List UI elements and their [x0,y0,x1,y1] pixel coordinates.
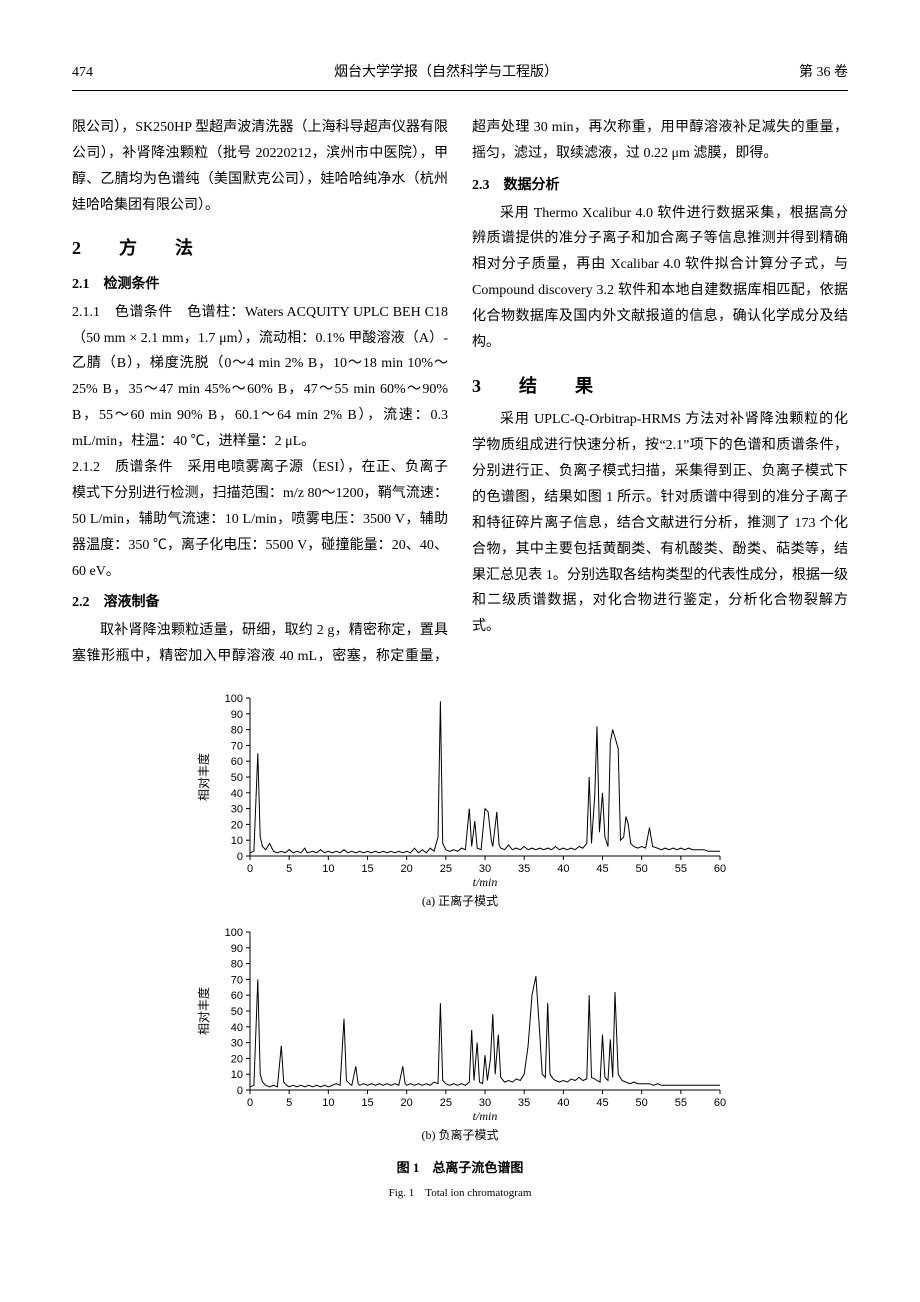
volume: 第 36 卷 [799,60,848,86]
svg-text:0: 0 [247,863,253,875]
svg-text:t/min: t/min [473,1109,498,1122]
svg-text:40: 40 [557,863,569,875]
svg-text:70: 70 [231,975,243,987]
svg-text:5: 5 [286,1097,292,1109]
svg-text:t/min: t/min [473,875,498,888]
figure-1-caption-en: Fig. 1 Total ion chromatogram [72,1183,848,1203]
chart-a: 0 10 20 30 40 50 60 70 80 90 100 0 5 10 15 20 25 30 35 40 45… [180,688,740,888]
svg-text:60: 60 [714,1097,726,1109]
chart-b-wrap: 0 10 20 30 40 50 60 70 80 90 100 0 5 10 15 20 25 30 35 40 45… [72,922,848,1146]
section-2-1-heading: 2.1 检测条件 [72,272,448,298]
section-2-heading: 2 方 法 [72,232,448,265]
svg-text:50: 50 [636,1097,648,1109]
svg-text:0: 0 [247,1097,253,1109]
para-2-3: 采用 Thermo Xcalibur 4.0 软件进行数据采集，根据高分辨质谱提… [472,201,848,356]
section-3-heading: 3 结 果 [472,370,848,403]
chart-a-subtitle: (a) 正离子模式 [422,890,498,912]
svg-text:90: 90 [231,943,243,955]
svg-text:100: 100 [225,927,243,939]
svg-text:50: 50 [231,772,243,784]
svg-text:45: 45 [596,863,608,875]
svg-text:60: 60 [714,863,726,875]
body-columns: 限公司），SK250HP 型超声波清洗器（上海科导超声仪器有限公司），补肾降浊颗… [72,115,848,670]
svg-text:100: 100 [225,693,243,705]
svg-text:80: 80 [231,725,243,737]
svg-text:0: 0 [237,851,243,863]
svg-text:35: 35 [518,1097,530,1109]
svg-text:20: 20 [231,1054,243,1066]
svg-text:60: 60 [231,756,243,768]
section-2-3-heading: 2.3 数据分析 [472,173,848,199]
svg-text:80: 80 [231,959,243,971]
label-2-1-2: 2.1.2 质谱条件 [72,460,173,475]
page-number: 474 [72,60,93,86]
svg-text:25: 25 [440,1097,452,1109]
svg-text:10: 10 [231,835,243,847]
svg-text:0: 0 [237,1085,243,1097]
svg-text:50: 50 [231,1006,243,1018]
svg-text:15: 15 [361,863,373,875]
svg-text:90: 90 [231,709,243,721]
page-header: 474 烟台大学学报（自然科学与工程版） 第 36 卷 [72,60,848,91]
svg-text:30: 30 [479,863,491,875]
svg-text:30: 30 [231,804,243,816]
svg-text:50: 50 [636,863,648,875]
chart-b: 0 10 20 30 40 50 60 70 80 90 100 0 5 10 15 20 25 30 35 40 45… [180,922,740,1122]
journal-title: 烟台大学学报（自然科学与工程版） [93,60,799,86]
text-2-1-2: 采用电喷雾离子源（ESI），在正、负离子模式下分别进行检测，扫描范围：m/z 8… [72,460,448,579]
svg-text:30: 30 [479,1097,491,1109]
section-2-2-heading: 2.2 溶液制备 [72,590,448,616]
para-3: 采用 UPLC-Q-Orbitrap-HRMS 方法对补肾降浊颗粒的化学物质组成… [472,407,848,640]
figure-1: 0102030405060708090100051015202530354045… [72,688,848,1203]
svg-text:60: 60 [231,990,243,1002]
svg-text:20: 20 [401,863,413,875]
svg-text:30: 30 [231,1038,243,1050]
svg-text:40: 40 [231,1022,243,1034]
figure-1-caption-cn: 图 1 总离子流色谱图 [72,1156,848,1180]
svg-text:15: 15 [361,1097,373,1109]
chart-b-subtitle: (b) 负离子模式 [422,1124,499,1146]
chart-a-wrap: 0 10 20 30 40 50 60 70 80 90 100 0 5 10 15 20 25 30 35 40 45… [72,688,848,912]
svg-text:55: 55 [675,863,687,875]
svg-text:45: 45 [596,1097,608,1109]
svg-text:20: 20 [401,1097,413,1109]
svg-text:25: 25 [440,863,452,875]
label-2-1-1: 2.1.1 色谱条件 [72,305,173,320]
svg-text:10: 10 [322,1097,334,1109]
para-intro-cont: 限公司），SK250HP 型超声波清洗器（上海科导超声仪器有限公司），补肾降浊颗… [72,115,448,219]
svg-text:5: 5 [286,863,292,875]
svg-text:相对丰度: 相对丰度 [196,987,211,1035]
figure-1-caption: 图 1 总离子流色谱图 Fig. 1 Total ion chromatogra… [72,1156,848,1202]
para-2-1-2: 2.1.2 质谱条件 采用电喷雾离子源（ESI），在正、负离子模式下分别进行检测… [72,455,448,584]
text-2-1-1: 色谱柱：Waters ACQUITY UPLC BEH C18（50 mm × … [72,305,448,449]
svg-text:20: 20 [231,820,243,832]
para-2-1-1: 2.1.1 色谱条件 色谱柱：Waters ACQUITY UPLC BEH C… [72,300,448,455]
svg-text:相对丰度: 相对丰度 [196,753,211,801]
svg-text:10: 10 [231,1069,243,1081]
svg-text:10: 10 [322,863,334,875]
svg-text:55: 55 [675,1097,687,1109]
svg-text:40: 40 [231,788,243,800]
svg-text:35: 35 [518,863,530,875]
svg-text:40: 40 [557,1097,569,1109]
svg-text:70: 70 [231,741,243,753]
